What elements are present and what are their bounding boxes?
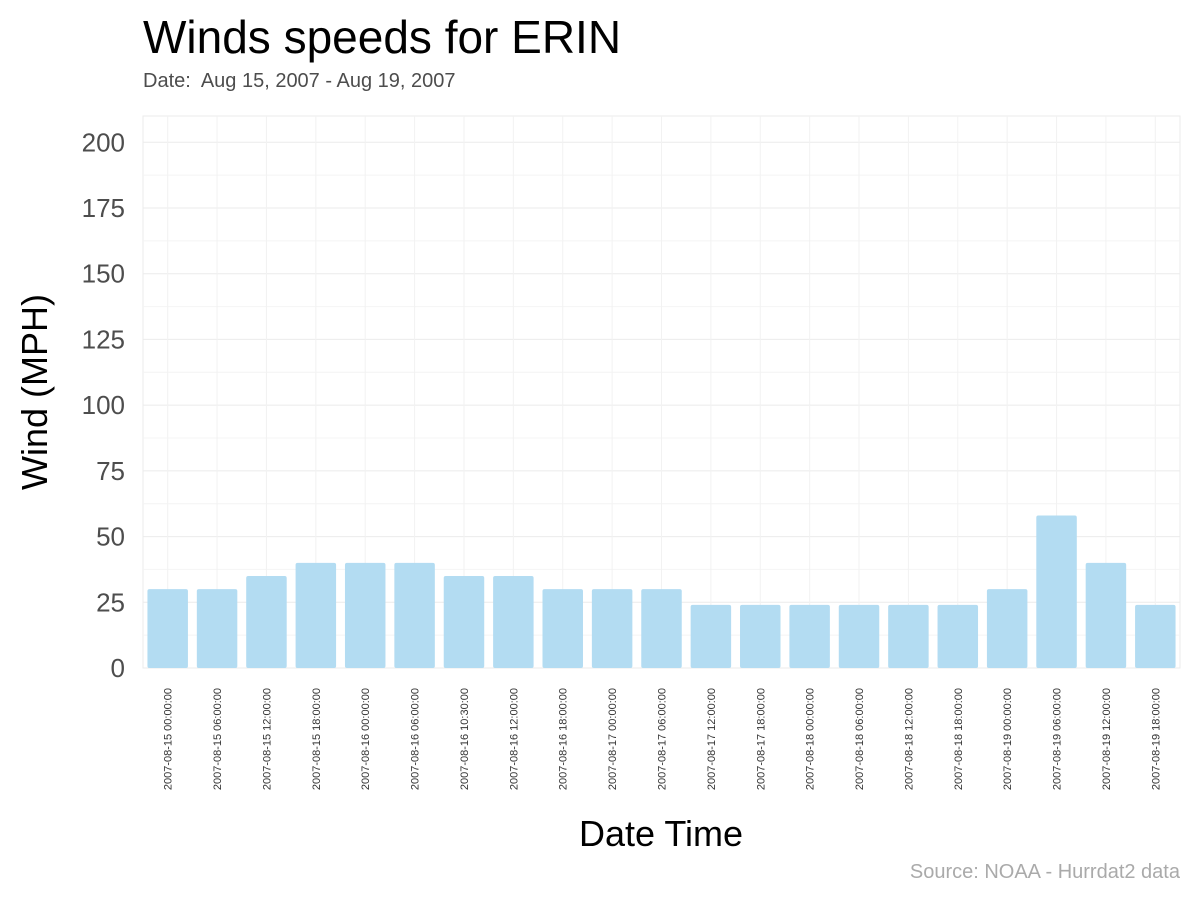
source-caption: Source: NOAA - Hurrdat2 data xyxy=(909,861,1180,883)
bar xyxy=(1135,604,1176,668)
x-tick-label: 2007-08-15 12:00:00 xyxy=(261,688,273,790)
bar xyxy=(147,589,188,668)
x-tick-label: 2007-08-18 12:00:00 xyxy=(903,688,915,790)
x-tick-label: 2007-08-19 12:00:00 xyxy=(1101,688,1113,790)
y-tick-label: 200 xyxy=(82,127,125,157)
bar xyxy=(295,562,337,668)
bars xyxy=(147,515,1176,668)
x-tick-label: 2007-08-19 06:00:00 xyxy=(1052,688,1064,790)
x-tick-label: 2007-08-17 18:00:00 xyxy=(755,688,767,790)
x-tick-label: 2007-08-17 00:00:00 xyxy=(607,688,619,790)
bar xyxy=(838,604,880,668)
chart-subtitle: Date: Aug 15, 2007 - Aug 19, 2007 xyxy=(143,70,456,92)
bar xyxy=(1036,515,1077,668)
y-tick-label: 100 xyxy=(82,390,125,420)
bar xyxy=(542,589,583,668)
x-tick-label: 2007-08-19 18:00:00 xyxy=(1150,688,1162,790)
x-tick-label: 2007-08-15 06:00:00 xyxy=(212,688,224,790)
bar xyxy=(1085,562,1127,668)
y-tick-label: 25 xyxy=(96,587,125,617)
x-tick-label: 2007-08-16 18:00:00 xyxy=(558,688,570,790)
x-tick-label: 2007-08-17 06:00:00 xyxy=(657,688,669,790)
x-axis-ticks: 2007-08-15 00:00:00 2007-08-15 06:00:00 20… xyxy=(163,688,1163,790)
bar xyxy=(937,604,979,668)
y-axis-label: Wind (MPH) xyxy=(14,294,55,490)
bar xyxy=(196,589,238,668)
x-tick-label: 2007-08-15 00:00:00 xyxy=(163,688,175,790)
x-axis-label: Date Time xyxy=(579,813,743,854)
bar xyxy=(888,604,929,668)
y-tick-label: 0 xyxy=(111,653,125,683)
bar xyxy=(591,589,633,668)
chart-title: Winds speeds for ERIN xyxy=(143,11,622,63)
bar xyxy=(641,589,682,668)
x-tick-label: 2007-08-19 00:00:00 xyxy=(1002,688,1014,790)
bar xyxy=(394,562,435,668)
x-tick-label: 2007-08-18 06:00:00 xyxy=(854,688,866,790)
x-tick-label: 2007-08-16 00:00:00 xyxy=(360,688,372,790)
y-tick-label: 50 xyxy=(96,522,125,552)
bar xyxy=(344,562,386,668)
y-tick-label: 75 xyxy=(96,456,125,486)
x-tick-label: 2007-08-18 18:00:00 xyxy=(953,688,965,790)
y-tick-label: 150 xyxy=(82,259,125,289)
bar xyxy=(789,604,830,668)
y-axis-ticks: 0 25 50 75 100 125 150 175 200 xyxy=(82,127,125,683)
x-tick-label: 2007-08-18 00:00:00 xyxy=(805,688,817,790)
bar xyxy=(443,576,485,668)
x-tick-label: 2007-08-16 10:30:00 xyxy=(459,688,471,790)
x-tick-label: 2007-08-15 18:00:00 xyxy=(311,688,323,790)
bar xyxy=(690,604,732,668)
bar xyxy=(493,576,534,668)
bar xyxy=(246,576,287,668)
x-tick-label: 2007-08-17 12:00:00 xyxy=(706,688,718,790)
y-tick-label: 175 xyxy=(82,193,125,223)
x-tick-label: 2007-08-16 06:00:00 xyxy=(410,688,422,790)
bar xyxy=(986,589,1028,668)
x-tick-label: 2007-08-16 12:00:00 xyxy=(508,688,520,790)
y-tick-label: 125 xyxy=(82,324,125,354)
bar xyxy=(740,604,781,668)
